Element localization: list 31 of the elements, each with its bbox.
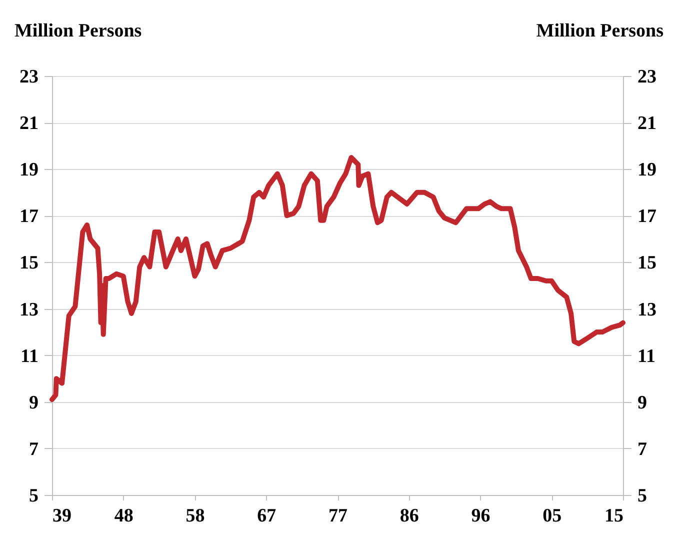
y2-tick-label: 23 bbox=[638, 66, 656, 88]
y2-tick-label: 5 bbox=[638, 486, 647, 506]
y2-tick-label: 15 bbox=[638, 252, 656, 274]
x-tick-label: 39 bbox=[52, 506, 72, 526]
y-tick-label: 19 bbox=[20, 160, 38, 181]
y2-tick-label: 13 bbox=[638, 299, 656, 320]
y2-tick-label: 21 bbox=[638, 113, 656, 134]
x-tick-label: 58 bbox=[186, 506, 205, 526]
y2-tick-label: 11 bbox=[638, 346, 656, 367]
y-tick-label: 9 bbox=[29, 392, 38, 414]
x-tick-label: 77 bbox=[328, 506, 348, 526]
y-tick-label: 23 bbox=[20, 66, 38, 88]
y-tick-label: 7 bbox=[29, 438, 39, 460]
y-tick-label: 21 bbox=[20, 113, 38, 134]
y2-tick-label: 19 bbox=[638, 160, 656, 181]
x-tick-label: 05 bbox=[542, 506, 562, 526]
y-axis-title: Million Persons bbox=[14, 20, 142, 42]
y-tick-label: 13 bbox=[20, 299, 38, 320]
x-tick-label: 86 bbox=[400, 506, 419, 526]
x-tick-label: 48 bbox=[114, 506, 134, 526]
x-tick-label: 96 bbox=[471, 506, 490, 526]
y-tick-label: 5 bbox=[29, 486, 38, 506]
y2-axis-title: Million Persons bbox=[536, 20, 664, 42]
y-tick-label: 17 bbox=[20, 206, 39, 228]
y2-tick-label: 17 bbox=[638, 206, 657, 228]
x-tick-label: 67 bbox=[257, 506, 277, 526]
x-tick-label: 15 bbox=[604, 506, 624, 526]
y-tick-label: 11 bbox=[20, 346, 38, 367]
y2-tick-label: 9 bbox=[638, 392, 647, 414]
y-tick-label: 15 bbox=[20, 252, 38, 274]
y2-tick-label: 7 bbox=[638, 438, 648, 460]
